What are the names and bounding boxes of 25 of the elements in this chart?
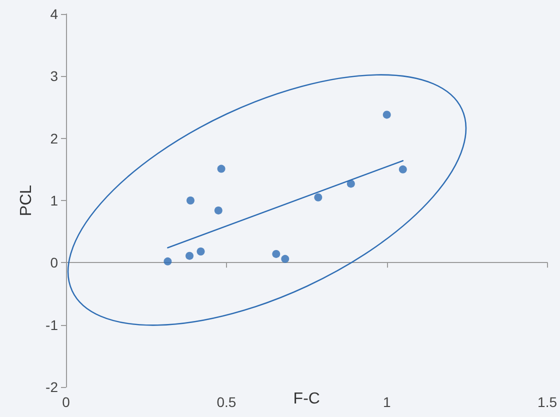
y-tick-label: 4 [50, 6, 58, 22]
point [196, 247, 205, 256]
point [382, 110, 391, 119]
y-tick-label: -2 [46, 379, 58, 395]
x-tick-label: 0.5 [216, 394, 236, 410]
y-axis-title: PCL [18, 184, 36, 216]
point [314, 193, 322, 202]
point [281, 254, 290, 263]
y-tick-label: -1 [46, 316, 58, 333]
point [186, 196, 194, 204]
x-tick-label: 1.5 [538, 394, 558, 410]
point [217, 164, 226, 173]
x-axis-title: F-C [293, 390, 320, 408]
y-tick-label: 0 [50, 254, 58, 271]
x-tick-label: 1 [382, 394, 391, 410]
point [214, 206, 222, 214]
y-tick-label: 1 [50, 192, 58, 208]
point [164, 257, 172, 266]
point [272, 250, 280, 258]
point [398, 165, 407, 174]
point [346, 180, 355, 188]
y-tick-label: 2 [50, 130, 58, 146]
point [186, 252, 194, 260]
x-tick-label: 0 [62, 394, 70, 410]
y-tick-label: 3 [50, 68, 58, 84]
